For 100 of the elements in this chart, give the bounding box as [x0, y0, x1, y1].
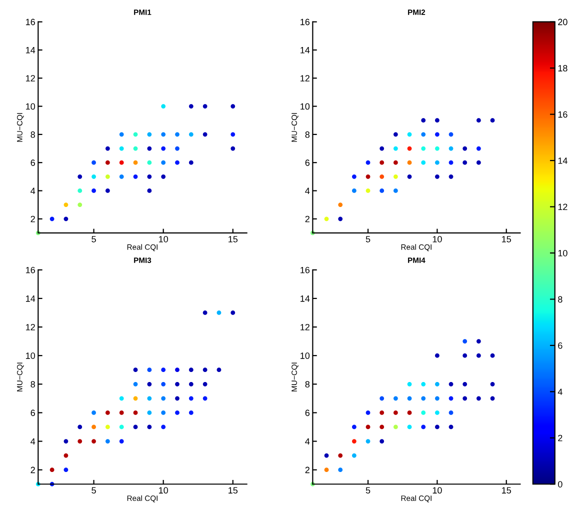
point: [324, 216, 329, 222]
point: [147, 174, 152, 179]
x-tick-label: 10: [159, 236, 168, 242]
point: [202, 132, 208, 137]
point: [188, 396, 194, 401]
x-tick-label: 15: [502, 236, 512, 242]
point: [64, 453, 68, 458]
point: [202, 368, 208, 372]
point: [175, 410, 180, 415]
y-tick-label: 16: [26, 18, 35, 26]
x-tick-label: 5: [92, 487, 96, 494]
point: [380, 396, 384, 401]
point: [366, 439, 370, 444]
point: [476, 353, 481, 358]
point: [435, 424, 440, 430]
point: [147, 368, 152, 372]
point: [161, 132, 166, 137]
point: [161, 160, 166, 165]
point: [448, 396, 454, 401]
point: [147, 382, 152, 386]
point: [380, 424, 384, 430]
point: [435, 382, 440, 386]
point: [421, 382, 426, 386]
point: [366, 160, 370, 165]
point: [106, 410, 110, 415]
color-bar-label: 0: [558, 481, 562, 488]
color-bar-label: 16: [558, 111, 568, 118]
y-tick-label: 4: [30, 438, 36, 445]
point: [338, 216, 343, 222]
y-tick-label: 16: [26, 266, 35, 274]
point: [407, 146, 412, 151]
point: [394, 174, 398, 179]
point: [407, 396, 412, 401]
point: [161, 174, 166, 179]
point: [380, 174, 384, 179]
color-bar-label: 14: [558, 158, 568, 164]
point: [78, 174, 82, 179]
point: [147, 410, 152, 415]
point: [202, 310, 208, 315]
point: [92, 174, 96, 179]
point: [448, 424, 454, 430]
color-bar-label: 18: [558, 65, 568, 72]
x-tick-label: 5: [366, 236, 370, 242]
point: [133, 160, 138, 165]
color-bar-label: 2: [558, 434, 562, 442]
point: [78, 439, 82, 444]
point: [119, 396, 124, 401]
point: [366, 174, 370, 179]
point: [407, 174, 412, 179]
y-tick-label: 4: [30, 188, 36, 194]
point: [476, 396, 481, 401]
point: [147, 146, 152, 151]
y-tick-label: 10: [300, 103, 310, 110]
y-tick-label: 6: [30, 160, 35, 166]
point: [119, 424, 124, 430]
y-tick-label: 10: [300, 352, 310, 359]
point: [448, 410, 454, 415]
point: [64, 202, 68, 208]
point: [188, 104, 194, 108]
point: [50, 216, 54, 222]
color-bar-label: 20: [558, 18, 568, 26]
point: [407, 410, 412, 415]
point: [394, 146, 398, 151]
point: [106, 188, 110, 193]
point: [175, 132, 180, 137]
point: [338, 453, 343, 458]
point: [78, 188, 82, 193]
point: [147, 188, 152, 193]
point: [380, 439, 384, 444]
point: [338, 468, 343, 472]
point: [448, 382, 454, 386]
point: [161, 146, 166, 151]
y-tick-label: 10: [26, 352, 36, 359]
point: [352, 174, 356, 179]
point: [435, 118, 440, 123]
point: [462, 339, 468, 344]
y-tick-label: 8: [305, 381, 310, 388]
y-tick-label: 12: [26, 324, 35, 330]
point: [407, 160, 412, 165]
point: [421, 396, 426, 401]
point: [394, 160, 398, 165]
point: [78, 202, 82, 208]
x-tick-label: 10: [432, 236, 442, 242]
point: [161, 382, 166, 386]
point: [394, 396, 398, 401]
point: [490, 118, 495, 123]
point: [448, 174, 454, 179]
x-tick-label: 5: [366, 487, 370, 494]
point: [188, 410, 194, 415]
y-tick-label: 12: [300, 324, 310, 330]
point: [202, 382, 208, 386]
point: [175, 396, 180, 401]
point: [216, 310, 222, 315]
point: [352, 453, 356, 458]
point: [462, 382, 468, 386]
point: [380, 410, 384, 415]
point: [202, 104, 208, 108]
point: [188, 382, 194, 386]
y-tick-label: 14: [26, 47, 36, 54]
y-tick-label: 12: [26, 75, 35, 82]
